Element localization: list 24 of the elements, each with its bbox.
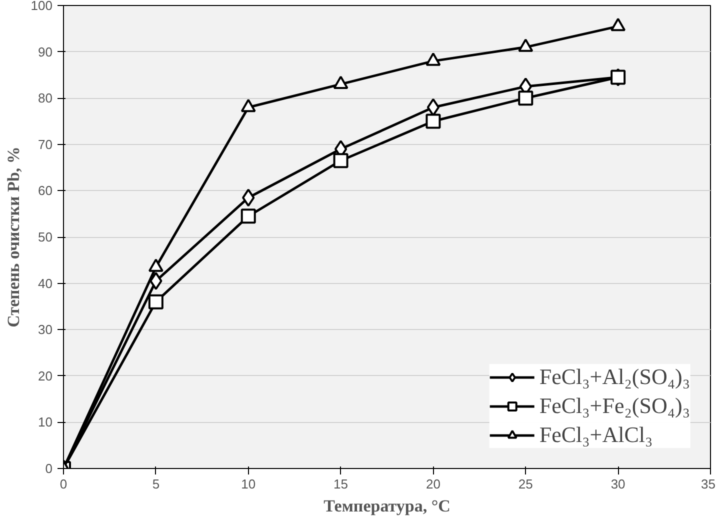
y-tick-label: 80 [38,90,53,106]
x-tick-label: 15 [334,476,348,492]
y-tick-label: 20 [38,368,53,384]
x-tick-label: 0 [60,476,68,492]
legend-label: FeCl₃+Al₂(SO₄)₃ [539,364,690,390]
x-tick-label: 5 [152,476,160,492]
y-tick-label: 90 [38,44,53,60]
x-axis-title: Температура, °C [324,496,450,516]
y-tick-label: 60 [38,183,53,198]
y-tick-label: 30 [38,322,53,338]
y-tick-label: 50 [38,230,53,244]
x-tick-label: 20 [426,476,440,492]
y-axis-title: Степень очистки Pb, % [4,146,23,328]
legend-label: FeCl₃+AlCl₃ [539,422,653,448]
x-tick-label: 10 [241,476,256,492]
legend-label: FeCl₃+Fe₂(SO₄)₃ [539,393,690,419]
y-tick-label: 70 [38,136,53,152]
y-tick-label: 0 [45,461,53,476]
x-tick-label: 30 [610,476,626,492]
y-tick-label: 10 [38,414,53,430]
y-tick-label: 100 [30,0,53,13]
x-tick-label: 25 [518,476,533,492]
x-tick-label: 35 [701,476,716,492]
y-tick-label: 40 [38,276,53,291]
